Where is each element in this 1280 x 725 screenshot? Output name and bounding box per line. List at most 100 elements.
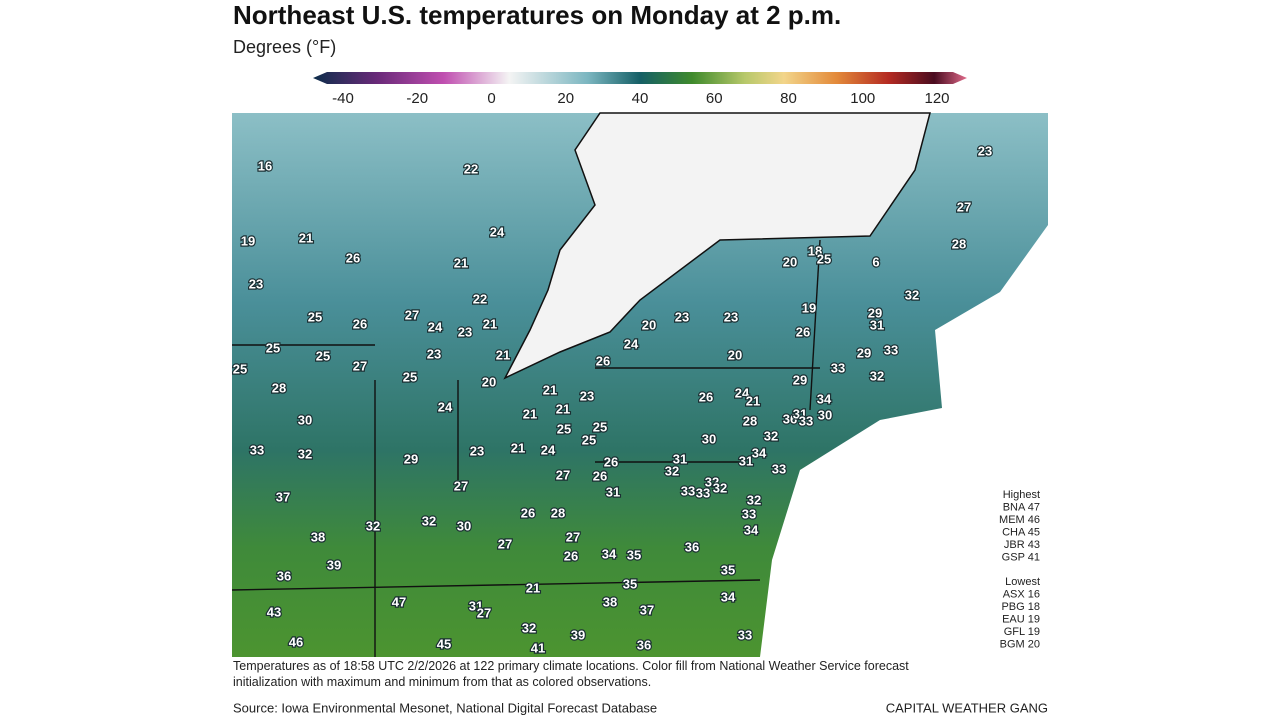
station-temp: 32 (422, 513, 436, 528)
station-temp: 32 (522, 620, 536, 635)
station-temp: 39 (327, 557, 341, 572)
extremes-item: BGM 20 (1000, 638, 1040, 650)
station-temp: 27 (566, 529, 580, 544)
station-temp: 39 (571, 627, 585, 642)
extremes-title: Lowest (1005, 576, 1040, 588)
station-temp: 36 (277, 568, 291, 583)
color-bar-label: 120 (924, 90, 949, 107)
station-temp: 38 (311, 529, 325, 544)
station-temp: 25 (557, 421, 571, 436)
station-temp: 6 (872, 254, 879, 269)
station-temp: 27 (477, 605, 491, 620)
station-temp: 25 (266, 340, 280, 355)
station-temp: 25 (817, 251, 831, 266)
station-temp: 21 (454, 255, 468, 270)
station-temp: 32 (298, 446, 312, 461)
title: Northeast U.S. temperatures on Monday at… (233, 0, 841, 30)
footnote-line: initialization with maximum and minimum … (233, 675, 651, 689)
station-temp: 41 (531, 640, 545, 655)
station-temp: 24 (735, 385, 750, 400)
station-temp: 23 (724, 309, 738, 324)
color-bar-label: -20 (406, 90, 428, 107)
station-temp: 32 (764, 428, 778, 443)
station-temp: 21 (483, 316, 497, 331)
station-temp: 26 (521, 505, 535, 520)
station-temp: 30 (818, 407, 832, 422)
station-temp: 21 (511, 440, 525, 455)
extremes-item: CHA 45 (1002, 526, 1040, 538)
station-temp: 35 (627, 547, 641, 562)
color-bar-label: -40 (332, 90, 354, 107)
station-temp: 27 (405, 307, 419, 322)
station-temp: 23 (458, 324, 472, 339)
station-temp: 34 (744, 522, 759, 537)
station-temp: 21 (496, 347, 510, 362)
station-temp: 20 (482, 374, 496, 389)
station-temp: 23 (470, 443, 484, 458)
station-temp: 22 (473, 291, 487, 306)
color-bar-label: 100 (850, 90, 875, 107)
station-temp: 23 (427, 346, 441, 361)
station-temp: 27 (454, 478, 468, 493)
station-temp: 23 (675, 309, 689, 324)
station-temp: 26 (593, 468, 607, 483)
station-temp: 26 (564, 548, 578, 563)
station-temp: 38 (603, 594, 617, 609)
station-temp: 34 (752, 445, 767, 460)
state-border (809, 239, 821, 411)
station-temp: 47 (392, 594, 406, 609)
station-temp: 33 (250, 442, 264, 457)
station-temp: 31 (606, 484, 620, 499)
ocean (760, 225, 1048, 657)
color-bar-label: 80 (780, 90, 797, 107)
station-temp: 34 (602, 546, 617, 561)
color-bar (313, 72, 967, 84)
station-temp: 36 (637, 637, 651, 652)
station-temp: 32 (665, 463, 679, 478)
station-temp: 26 (699, 389, 713, 404)
station-temp: 32 (366, 518, 380, 533)
station-temp: 28 (952, 236, 966, 251)
canada-lakes (503, 112, 931, 380)
color-bar-label: 20 (557, 90, 574, 107)
station-temp: 33 (696, 485, 710, 500)
station-temp: 36 (685, 539, 699, 554)
station-temp: 26 (596, 353, 610, 368)
extremes-item: MEM 46 (999, 514, 1040, 526)
station-temp: 31 (793, 406, 807, 421)
station-temp: 30 (457, 518, 471, 533)
station-temp: 32 (905, 287, 919, 302)
station-temp: 27 (957, 199, 971, 214)
station-temp: 24 (438, 399, 453, 414)
station-temp: 43 (267, 604, 281, 619)
station-temp: 26 (353, 316, 367, 331)
station-temp: 27 (498, 536, 512, 551)
station-temp: 34 (817, 391, 832, 406)
station-temp: 23 (580, 388, 594, 403)
station-temp: 29 (793, 372, 807, 387)
station-temp: 36 (783, 411, 797, 426)
station-temp: 33 (772, 461, 786, 476)
station-temp: 27 (353, 358, 367, 373)
station-temp: 21 (746, 393, 760, 408)
extremes-item: BNA 47 (1003, 501, 1040, 513)
station-temp: 24 (541, 442, 556, 457)
color-bar-label: 40 (632, 90, 649, 107)
color-bar-label: 60 (706, 90, 723, 107)
station-temp: 31 (870, 317, 884, 332)
station-temp: 25 (403, 369, 417, 384)
station-temp: 20 (642, 317, 656, 332)
station-temp: 21 (543, 382, 557, 397)
station-temp: 33 (681, 483, 695, 498)
station-temp: 22 (464, 161, 478, 176)
station-temp: 31 (469, 598, 483, 613)
station-temp: 25 (308, 309, 322, 324)
station-temp: 28 (551, 505, 565, 520)
station-temp: 28 (743, 413, 757, 428)
station-temp: 16 (258, 158, 272, 173)
station-temp: 20 (783, 254, 797, 269)
station-temp: 25 (593, 419, 607, 434)
station-temp: 21 (526, 580, 540, 595)
extremes-title: Highest (1003, 489, 1040, 501)
extremes-item: GSP 41 (1002, 551, 1040, 563)
